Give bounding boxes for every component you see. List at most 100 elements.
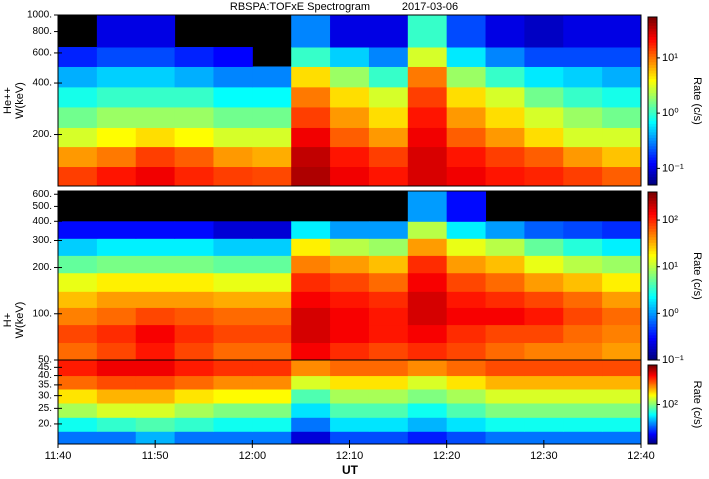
heatmap-cell [213, 375, 253, 390]
heatmap-cell [174, 66, 214, 88]
colorbar-swatch [648, 56, 657, 60]
heatmap-cell [96, 272, 137, 292]
colorbar-swatch [648, 418, 657, 421]
heatmap-cell [446, 66, 487, 88]
y-axis-unit: W(keV) [14, 302, 26, 339]
heatmap-cell [602, 166, 642, 187]
colorbar-swatch [648, 106, 657, 110]
heatmap-cell [135, 431, 176, 445]
colorbar-swatch [648, 53, 657, 57]
colorbar-swatch [648, 440, 657, 442]
heatmap-cell [96, 307, 137, 326]
colorbar-frame [647, 16, 658, 186]
heatmap-cell [96, 86, 137, 108]
heatmap-cell [96, 360, 137, 377]
heatmap-cell [368, 15, 409, 48]
heatmap-cell [330, 127, 370, 148]
heatmap-cell [174, 417, 214, 432]
colorbar-swatch [648, 357, 657, 361]
heatmap-cell [446, 431, 487, 445]
x-tick-label: 12:00 [239, 450, 267, 462]
colorbar-swatch [648, 236, 657, 241]
colorbar-swatch [648, 380, 657, 383]
heatmap-cell [135, 375, 176, 390]
heatmap-cell [563, 388, 603, 404]
heatmap-cell [58, 307, 98, 326]
x-tick-label: 12:10 [336, 450, 364, 462]
heatmap-cell [407, 307, 448, 326]
colorbar-swatch [648, 95, 657, 99]
heatmap-cell [602, 431, 642, 445]
y-tick-label: 800. [33, 26, 52, 37]
heatmap-cell [485, 146, 525, 168]
y-tick-label: 200. [33, 129, 52, 140]
colorbar-swatch [648, 259, 657, 263]
heatmap-cell [58, 375, 98, 390]
heatmap-cell [602, 86, 642, 108]
colorbar-swatch [648, 22, 657, 26]
colorbar-swatch [648, 295, 657, 299]
colorbar-swatch [648, 162, 657, 166]
heatmap-cell [485, 360, 525, 377]
heatmap-cell [96, 46, 137, 67]
colorbar-swatch [648, 428, 657, 431]
colorbar-swatch [648, 390, 657, 392]
heatmap-cell [135, 127, 176, 148]
heatmap-cell [58, 106, 98, 128]
heatmap-cell [174, 166, 214, 187]
heatmap-cell [407, 127, 448, 148]
heatmap-cell [291, 46, 331, 67]
heatmap-cell [58, 166, 98, 187]
heatmap-cell [446, 417, 487, 432]
heatmap-cell [330, 417, 370, 432]
heatmap-cell [96, 238, 137, 256]
colorbar-swatch [648, 145, 657, 150]
heatmap-cell [485, 431, 525, 445]
heatmap-cell [368, 127, 409, 148]
y-tick-label: 1000. [27, 10, 52, 21]
colorbar-swatch [648, 129, 657, 133]
y-tick-label: 600. [33, 189, 52, 200]
heatmap-cell [368, 417, 409, 432]
chart-date: 2017-03-06 [402, 1, 458, 13]
heatmap-cell [446, 191, 487, 222]
colorbar-swatch [648, 378, 657, 380]
heatmap-cell [368, 106, 409, 128]
heatmap-cell [213, 291, 253, 308]
heatmap-cell [602, 417, 642, 432]
colorbar-swatch [648, 234, 657, 238]
heatmap-cell [291, 106, 331, 128]
heatmap-cell [524, 106, 564, 128]
colorbar-swatch [648, 375, 657, 378]
colorbar-swatch [648, 148, 657, 152]
heatmap-cell [407, 86, 448, 108]
colorbar-swatch [648, 206, 657, 210]
colorbar-swatch [648, 64, 657, 68]
heatmap-cell [368, 402, 409, 418]
heatmap-cell [252, 388, 292, 404]
colorbar-swatch [648, 151, 657, 155]
heatmap-cell [213, 307, 253, 326]
heatmap-cell [135, 324, 176, 344]
y-tick-label: 45. [38, 362, 52, 373]
colorbar-swatch [648, 365, 657, 367]
heatmap-cell [602, 66, 642, 88]
heatmap-cell [524, 272, 564, 292]
colorbar-swatch [648, 434, 657, 437]
heatmap-cell [291, 375, 331, 390]
y-axis-label: He++ [2, 87, 14, 114]
heatmap-cell [174, 342, 214, 361]
colorbar-swatch [648, 78, 657, 82]
heatmap-cell [485, 417, 525, 432]
heatmap-cell [602, 238, 642, 256]
y-tick-label: 25. [38, 403, 52, 414]
x-tick-label: 11:50 [142, 450, 169, 462]
heatmap-cell [407, 66, 448, 88]
colorbar-swatch [648, 309, 657, 313]
colorbar-swatch [648, 379, 657, 382]
colorbar-swatch [648, 430, 657, 433]
colorbar-swatch [648, 320, 657, 325]
colorbar-swatch [648, 366, 657, 369]
heatmap-cell [291, 255, 331, 274]
heatmap-cell [291, 66, 331, 88]
